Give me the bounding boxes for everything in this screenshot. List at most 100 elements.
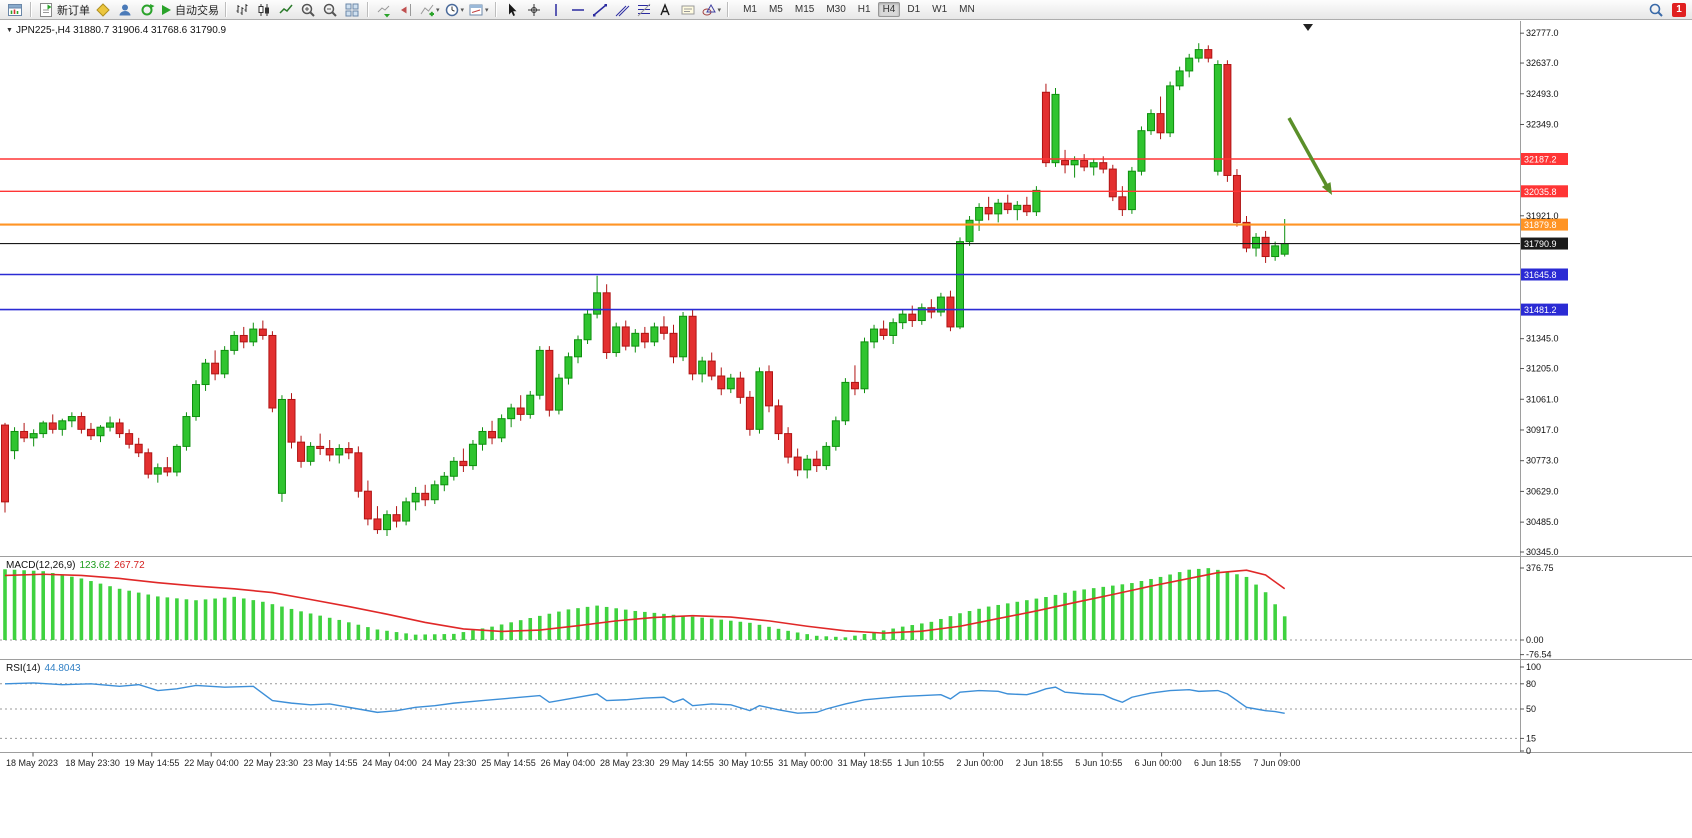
svg-text:30345.0: 30345.0: [1526, 547, 1559, 557]
macd-histogram-bar: [375, 629, 380, 640]
candle: [841, 381, 850, 422]
svg-text:25 May 14:55: 25 May 14:55: [481, 758, 536, 768]
candle: [449, 460, 458, 477]
candle: [975, 206, 984, 221]
periods-button[interactable]: ▾: [442, 1, 467, 19]
candle: [1127, 170, 1136, 211]
price-line-badge: [1521, 303, 1568, 316]
candle: [726, 377, 735, 390]
timeframe-button-D1[interactable]: D1: [907, 4, 921, 15]
candle: [745, 396, 754, 430]
zoom-out-button[interactable]: [319, 1, 341, 19]
timeframe-button-M30[interactable]: M30: [826, 4, 846, 15]
timeframe-button-MN[interactable]: MN: [959, 4, 975, 15]
autotrading-button[interactable]: 自动交易: [158, 1, 221, 19]
new-chart-button[interactable]: [4, 1, 26, 19]
cursor-button[interactable]: [501, 1, 523, 19]
svg-text:31921.0: 31921.0: [1526, 211, 1559, 221]
profile-button[interactable]: [114, 1, 136, 19]
candle: [774, 405, 783, 435]
svg-text:29 May 14:55: 29 May 14:55: [659, 758, 714, 768]
rsi-label: RSI(14) 44.8043: [6, 663, 81, 674]
timeframe-button-W1[interactable]: W1: [932, 4, 948, 15]
candle: [297, 441, 306, 462]
trend-arrow[interactable]: [1287, 117, 1331, 191]
candle: [1080, 160, 1089, 168]
text-tool-button[interactable]: [655, 1, 677, 19]
chart-line-icon: [279, 4, 293, 14]
candle: [383, 514, 391, 531]
chart-bars-button[interactable]: [231, 1, 253, 19]
candle: [698, 360, 707, 375]
macd-histogram-bar: [308, 613, 313, 640]
horizontal-line-button[interactable]: [567, 1, 589, 19]
vertical-line-button[interactable]: [545, 1, 567, 19]
timeframe-button-H1[interactable]: H1: [857, 4, 871, 15]
candle: [421, 492, 430, 501]
shapes-icon: [702, 3, 716, 15]
trendline-button[interactable]: [589, 1, 611, 19]
candle: [115, 422, 124, 435]
svg-text:31790.9: 31790.9: [1524, 239, 1557, 249]
chart-candles-button[interactable]: [253, 1, 275, 19]
new-order-button[interactable]: 新订单: [36, 1, 92, 19]
macd-histogram-bar: [824, 636, 829, 640]
scroll-end-marker-icon[interactable]: [1303, 24, 1313, 31]
macd-histogram-bar: [432, 634, 437, 640]
candle: [211, 362, 220, 375]
tile-windows-button[interactable]: [341, 1, 363, 19]
candle: [1261, 236, 1270, 258]
svg-text:32493.0: 32493.0: [1526, 89, 1559, 99]
indicators-button[interactable]: ▾: [417, 1, 442, 19]
fibonacci-button[interactable]: [633, 1, 655, 19]
macd-histogram-bar: [585, 606, 590, 640]
main-toolbar: 新订单 自动交易 ▾ ▾ ▾ ▾ M1 M5 M15 M30 H1 H4 D1 W1 MN 1: [0, 0, 1692, 20]
notification-badge[interactable]: 1: [1672, 2, 1686, 17]
candle: [889, 322, 898, 336]
templates-button[interactable]: ▾: [466, 1, 491, 19]
macd-histogram-bar: [891, 628, 895, 640]
svg-text:31879.8: 31879.8: [1524, 220, 1557, 230]
search-button[interactable]: [1645, 1, 1667, 19]
chart-line-button[interactable]: [275, 1, 297, 19]
timeframe-button-M5[interactable]: M5: [768, 4, 783, 15]
macd-histogram-bar: [1063, 592, 1067, 640]
metaeditor-button[interactable]: [92, 1, 114, 19]
candle: [984, 206, 993, 215]
macd-histogram-bar: [184, 599, 189, 640]
toolbar-right-group: 1: [1645, 1, 1688, 19]
macd-histogram-bar: [604, 606, 609, 640]
candle: [1041, 91, 1050, 164]
candle: [430, 484, 439, 501]
macd-histogram-bar: [423, 634, 427, 640]
zoom-in-button[interactable]: [297, 1, 319, 19]
chart-shift-button[interactable]: [395, 1, 417, 19]
text-label-button[interactable]: [677, 1, 699, 19]
svg-text:31481.2: 31481.2: [1524, 305, 1557, 315]
crosshair-button[interactable]: [523, 1, 545, 19]
timeframe-button-M1[interactable]: M1: [743, 4, 757, 15]
macd-histogram-bar: [480, 628, 485, 640]
candle: [402, 501, 411, 522]
macd-histogram-bar: [471, 630, 475, 640]
candle: [956, 241, 964, 328]
macd-histogram-bar: [385, 630, 389, 640]
connection-button[interactable]: [136, 1, 158, 19]
channel-button[interactable]: [611, 1, 633, 19]
candle: [1185, 57, 1194, 72]
timeframe-button-H4[interactable]: H4: [877, 2, 901, 17]
macd-histogram-bar: [60, 574, 65, 640]
candle: [994, 202, 1003, 215]
autoscroll-button[interactable]: [373, 1, 395, 19]
shapes-button[interactable]: ▾: [699, 1, 724, 19]
macd-histogram-bar: [98, 583, 103, 640]
svg-text:22 May 23:30: 22 May 23:30: [244, 758, 299, 768]
candle: [765, 371, 773, 407]
macd-histogram-bar: [79, 578, 84, 640]
macd-histogram-bar: [1225, 571, 1230, 640]
candle: [316, 445, 325, 450]
collapse-triangle-icon: ▼: [6, 27, 13, 34]
macd-histogram-bar: [690, 616, 695, 640]
timeframe-button-M15[interactable]: M15: [794, 4, 815, 15]
